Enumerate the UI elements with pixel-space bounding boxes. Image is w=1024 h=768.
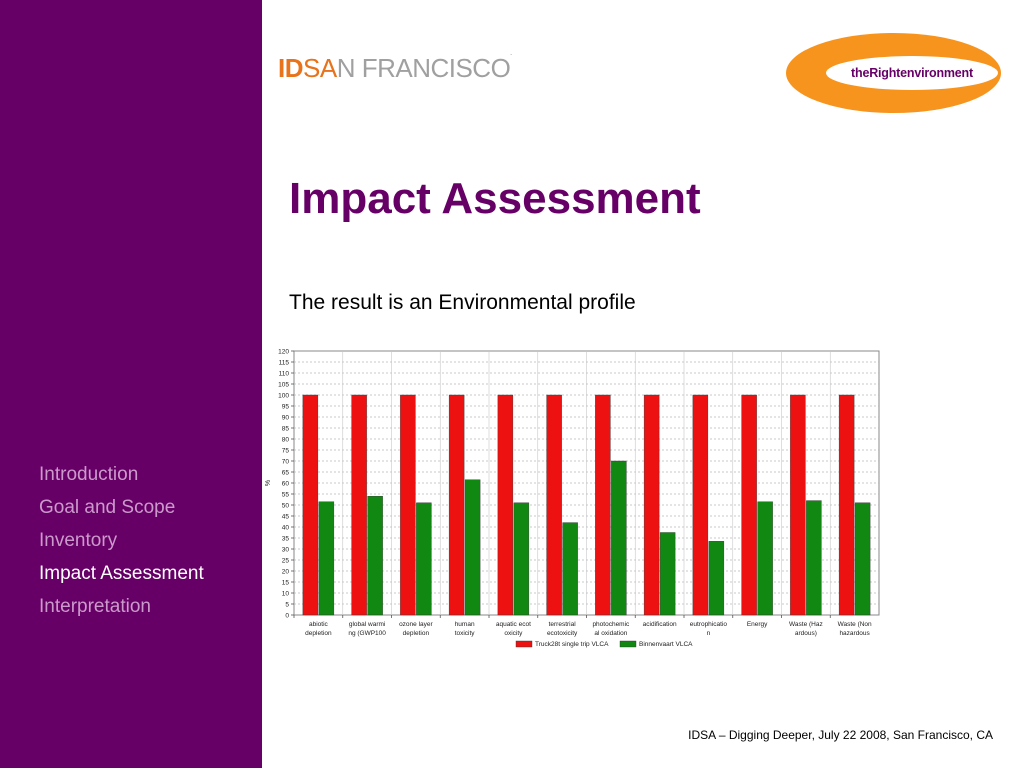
y-tick-label: 5 — [285, 602, 289, 609]
y-tick-label: 25 — [282, 558, 290, 565]
x-tick-label: ozone layer — [399, 621, 433, 628]
idsa-brand-logo: IDSAN FRANCISCO — [278, 52, 511, 84]
nav-item-introduction[interactable]: Introduction — [39, 464, 139, 485]
x-tick-label: human — [455, 621, 475, 628]
bar-binnenvaart — [806, 500, 822, 616]
bar-truck — [790, 394, 806, 616]
y-tick-label: 90 — [282, 415, 290, 422]
x-tick-label: global warmi — [349, 621, 386, 628]
x-tick-label: ng (GWP100 — [348, 630, 386, 637]
bar-binnenvaart — [562, 522, 578, 616]
y-tick-label: 20 — [282, 569, 290, 576]
nav-item-impact-assessment[interactable]: Impact Assessment — [39, 563, 204, 584]
x-tick-label: al oxidation — [594, 630, 627, 637]
y-tick-label: 35 — [282, 536, 290, 543]
bar-binnenvaart — [513, 502, 530, 616]
y-tick-label: 65 — [282, 470, 290, 477]
x-tick-label: acidification — [643, 621, 677, 628]
y-tick-label: 105 — [278, 382, 289, 389]
bar-binnenvaart — [464, 479, 481, 616]
bar-chart-svg: 0 5 10 15 20 25 30 35 40 45 50 55 60 65 70 75 80 85 90 95 10… — [265, 349, 880, 648]
bar-truck — [643, 394, 660, 616]
x-tick-label: ecotoxicity — [547, 630, 578, 637]
bar-truck — [400, 394, 416, 616]
bar-binnenvaart — [659, 532, 676, 616]
sidebar: Introduction Goal and Scope Inventory Impac… — [0, 0, 262, 768]
y-tick-label: 45 — [282, 514, 290, 521]
bar-binnenvaart — [367, 495, 383, 616]
bar-truck — [692, 394, 709, 616]
y-tick-label: 80 — [282, 437, 290, 444]
x-tick-label: toxicity — [455, 630, 476, 637]
bar-binnenvaart — [854, 502, 871, 616]
x-tick-label: depletion — [403, 630, 430, 637]
bar-truck — [497, 394, 514, 616]
y-tick-label: 115 — [279, 360, 290, 367]
y-tick-label: 95 — [282, 404, 290, 411]
x-tick-label: n — [707, 630, 711, 637]
y-tick-label: 120 — [278, 349, 289, 356]
bar-truck — [302, 394, 319, 616]
y-tick-label: 70 — [282, 459, 290, 466]
x-tick-label: depletion — [305, 630, 332, 637]
nav-item-goal-and-scope[interactable]: Goal and Scope — [39, 497, 176, 518]
nav-item-interpretation[interactable]: Interpretation — [39, 596, 151, 617]
x-tick-label: Waste (Haz — [789, 621, 823, 628]
x-tick-label: abiotic — [309, 621, 329, 628]
bar-binnenvaart — [318, 501, 335, 616]
x-tick-label: hazardous — [839, 630, 870, 637]
y-tick-label: 50 — [282, 503, 290, 510]
legend-swatch — [515, 640, 533, 648]
x-tick-label: Waste (Non — [838, 621, 872, 628]
x-tick-label: eutrophicatio — [690, 621, 728, 628]
y-tick-label: 110 — [279, 371, 290, 378]
brand-dot: . — [510, 48, 513, 57]
y-tick-label: 10 — [282, 591, 290, 598]
logo-inner-oval — [826, 56, 998, 90]
slide-subtitle: The result is an Environmental profile — [289, 291, 636, 314]
y-axis-label: % — [265, 480, 272, 486]
bar-binnenvaart — [416, 502, 432, 616]
y-tick-label: 30 — [282, 547, 290, 554]
bar-truck — [546, 394, 562, 616]
bar-truck — [595, 394, 611, 616]
y-tick-label: 75 — [282, 448, 290, 455]
logo-text: theRightenvironment — [851, 66, 973, 80]
x-tick-label: photochemic — [592, 621, 630, 628]
x-tick-label: oxicity — [504, 630, 523, 637]
y-tick-label: 100 — [278, 393, 289, 400]
bar-binnenvaart — [611, 460, 627, 616]
bar-truck — [838, 394, 855, 616]
y-tick-label: 15 — [282, 580, 290, 587]
x-tick-label: Energy — [747, 621, 768, 628]
legend-swatch — [619, 640, 637, 648]
bar-binnenvaart — [708, 541, 725, 616]
bar-binnenvaart — [757, 501, 773, 616]
footer-text: IDSA – Digging Deeper, July 22 2008, San… — [688, 728, 993, 742]
x-tick-label: aquatic ecot — [496, 621, 531, 628]
y-tick-label: 40 — [282, 525, 290, 532]
brand-rest-text: N FRANCISCO — [336, 53, 511, 83]
x-tick-label: ardous) — [795, 630, 817, 637]
legend-label: Truck28t single trip VLCA — [535, 641, 609, 648]
environmental-profile-chart: 0 5 10 15 20 25 30 35 40 45 50 55 60 65 70 75 80 85 90 95 10… — [262, 345, 886, 655]
legend-label: Binnenvaart VLCA — [639, 641, 693, 648]
y-tick-label: 85 — [282, 426, 290, 433]
section-nav: Introduction Goal and Scope Inventory Impac… — [39, 463, 249, 628]
nav-item-inventory[interactable]: Inventory — [39, 530, 118, 551]
y-tick-label: 55 — [282, 492, 290, 499]
bar-truck — [351, 394, 367, 616]
y-tick-label: 0 — [285, 613, 289, 620]
x-tick-label: terrestrial — [549, 621, 577, 628]
brand-id-text: ID — [278, 53, 304, 83]
bar-truck — [741, 394, 757, 616]
y-tick-label: 60 — [282, 481, 290, 488]
slide-title: Impact Assessment — [289, 174, 701, 223]
brand-sa-text: SA — [303, 53, 337, 83]
bar-truck — [448, 394, 465, 616]
